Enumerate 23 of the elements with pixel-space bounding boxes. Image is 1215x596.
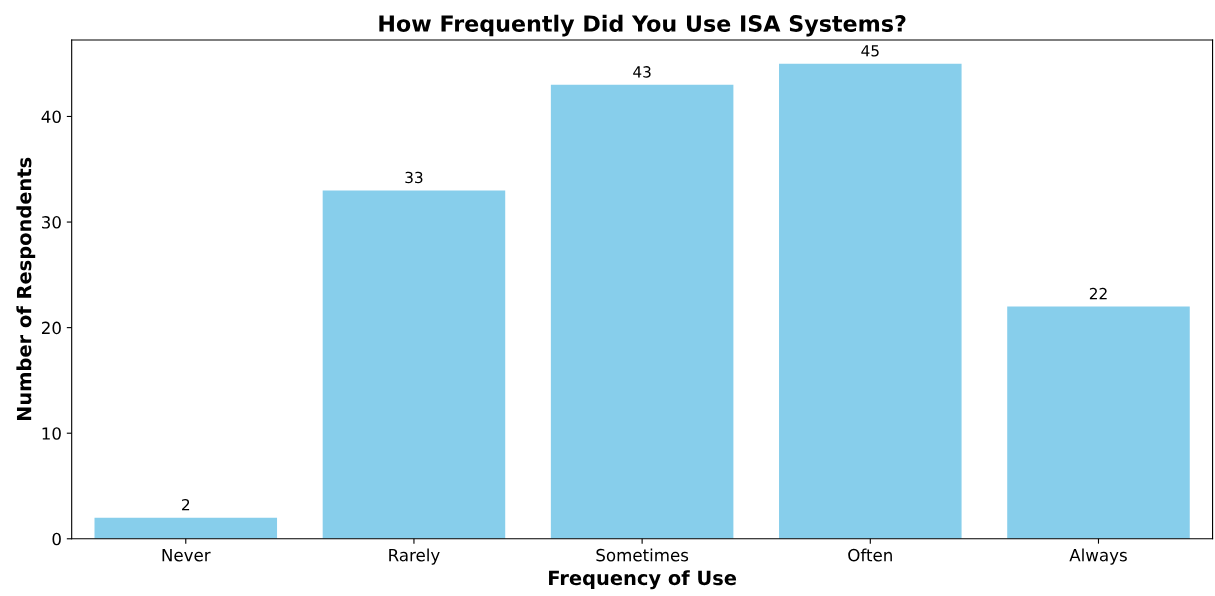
data-label: 45 xyxy=(861,45,879,57)
bar xyxy=(550,84,734,539)
data-label: 43 xyxy=(633,66,651,78)
x-tick-label: Sometimes xyxy=(596,548,689,562)
y-tick-label: 40 xyxy=(41,110,61,124)
x-tick-label: Often xyxy=(848,548,892,562)
y-tick-label: 30 xyxy=(42,216,61,229)
chart-title: How Frequently Did You Use ISA Systems? xyxy=(379,14,906,37)
bar xyxy=(1007,306,1190,539)
data-label: 33 xyxy=(405,171,423,184)
x-axis-title: Frequency of Use xyxy=(549,570,737,590)
y-tick-label: 0 xyxy=(52,532,61,546)
x-tick-label: Never xyxy=(162,549,211,562)
bar xyxy=(94,517,278,539)
x-tick-label: Always xyxy=(1069,548,1127,565)
y-axis-title: Number of Respondents xyxy=(16,157,36,421)
data-label: 22 xyxy=(1089,287,1107,300)
y-tick-label: 20 xyxy=(41,321,61,335)
bar xyxy=(322,190,506,539)
data-label: 2 xyxy=(182,498,190,511)
x-tick-label: Rarely xyxy=(389,548,440,565)
bar xyxy=(779,63,962,539)
y-tick-label: 10 xyxy=(42,427,61,440)
